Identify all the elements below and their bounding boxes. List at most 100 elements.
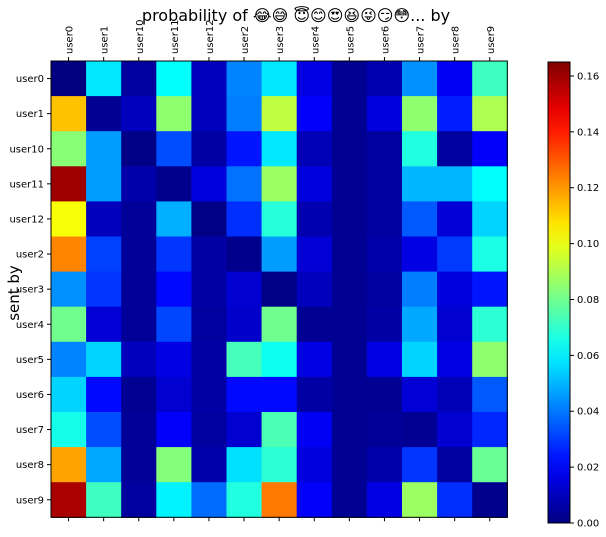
- heatmap-cell: [437, 131, 473, 167]
- heatmap-cell: [226, 341, 263, 378]
- y-axis-label: sent by: [5, 265, 23, 321]
- row-label: user3: [16, 285, 44, 296]
- heatmap-cell: [51, 236, 87, 273]
- heatmap-cell: [437, 412, 473, 448]
- heatmap-cell: [331, 271, 368, 308]
- heatmap-cell: [261, 61, 298, 97]
- heatmap-cell: [331, 201, 368, 238]
- column-label: user0: [65, 26, 76, 54]
- row-label: user1: [16, 109, 44, 120]
- heatmap-cell: [261, 201, 298, 238]
- heatmap-cell: [226, 271, 263, 308]
- heatmap-cell: [402, 131, 438, 167]
- heatmap-cell: [51, 61, 87, 97]
- column-label: user7: [416, 26, 427, 54]
- heatmap-cell: [331, 61, 368, 97]
- heatmap-cell: [472, 376, 508, 413]
- heatmap-cell: [156, 306, 192, 343]
- heatmap-cell: [121, 96, 157, 132]
- heatmap-cell: [437, 341, 473, 378]
- heatmap-cell: [156, 412, 192, 448]
- row-label: user8: [16, 460, 44, 471]
- heatmap-cell: [226, 447, 263, 483]
- heatmap-cell: [402, 447, 438, 483]
- heatmap-cell: [366, 412, 403, 448]
- heatmap-cell: [402, 482, 438, 518]
- heatmap-cell: [402, 412, 438, 448]
- heatmap-cell: [226, 201, 263, 238]
- column-label: user9: [486, 26, 497, 54]
- colorbar-tick-label: 0.08: [577, 295, 599, 306]
- heatmap-cell: [331, 236, 368, 273]
- heatmap-cell: [472, 482, 508, 518]
- heatmap-cell: [226, 482, 263, 518]
- heatmap-cell: [191, 61, 228, 97]
- heatmap-cell: [226, 306, 263, 343]
- heatmap-cell: [121, 61, 157, 97]
- colorbar-tick-label: 0.16: [577, 71, 599, 82]
- heatmap-cell: [331, 131, 368, 167]
- heatmap-cell: [121, 201, 157, 238]
- heatmap-cell: [472, 447, 508, 483]
- heatmap-cell: [226, 131, 263, 167]
- heatmap-cell: [331, 341, 368, 378]
- chart-title: probability of 😂😅 😇😊😍😆😜😏😳... by: [142, 6, 450, 25]
- heatmap-cell: [156, 166, 192, 202]
- heatmap-cell: [402, 341, 438, 378]
- heatmap-cell: [472, 306, 508, 343]
- heatmap-cell: [296, 131, 333, 167]
- heatmap-cell: [296, 447, 333, 483]
- colorbar-ticks: 0.00 0.02 0.04 0.06 0.08 0.10 0.12 0.14 0.16: [570, 71, 599, 530]
- heatmap-cell: [51, 271, 87, 308]
- heatmap-cell: [86, 447, 122, 483]
- heatmap-cell: [156, 482, 192, 518]
- heatmap-cell: [437, 376, 473, 413]
- heatmap-cell: [121, 236, 157, 273]
- heatmap-cell: [121, 131, 157, 167]
- heatmap-cell: [296, 96, 333, 132]
- heatmap-cell: [437, 447, 473, 483]
- heatmap-cell: [261, 447, 298, 483]
- colorbar-tick-label: 0.12: [577, 183, 599, 194]
- heatmap-cell: [191, 412, 228, 448]
- heatmap-cell: [331, 376, 368, 413]
- heatmap-cell: [402, 61, 438, 97]
- heatmap-cell: [156, 201, 192, 238]
- heatmap-cell: [121, 306, 157, 343]
- heatmap-cell: [472, 271, 508, 308]
- heatmap-cell: [226, 412, 263, 448]
- heatmap-cell: [191, 306, 228, 343]
- heatmap-cell: [437, 61, 473, 97]
- heatmap-cell: [296, 201, 333, 238]
- plot-frame: [50, 60, 508, 518]
- heatmap-cell: [86, 131, 122, 167]
- heatmap-cell: [296, 236, 333, 273]
- heatmap-cell: [51, 166, 87, 202]
- heatmap-cell: [261, 131, 298, 167]
- heatmap-cell: [51, 131, 87, 167]
- heatmap-cell: [366, 447, 403, 483]
- column-label: user11: [170, 19, 181, 54]
- heatmap-cell: [191, 166, 228, 202]
- heatmap-cell: [296, 412, 333, 448]
- heatmap-cell: [402, 306, 438, 343]
- heatmap-cell: [402, 236, 438, 273]
- heatmap-cell: [121, 166, 157, 202]
- heatmap-cell: [331, 306, 368, 343]
- heatmap-cell: [366, 96, 403, 132]
- heatmap-cell: [86, 482, 122, 518]
- row-labels: user0 user1 user10 user11 user12 user2 user3 us…: [9, 74, 51, 506]
- heatmap-cell: [472, 341, 508, 378]
- heatmap-cell: [51, 376, 87, 413]
- heatmap-cell: [296, 341, 333, 378]
- heatmap-cell: [261, 482, 298, 518]
- heatmap-cell: [437, 271, 473, 308]
- heatmap-cell: [437, 306, 473, 343]
- heatmap-cell: [121, 341, 157, 378]
- heatmap-cell: [86, 271, 122, 308]
- heatmap-cell: [156, 131, 192, 167]
- heatmap-cell: [296, 376, 333, 413]
- heatmap-cell: [261, 376, 298, 413]
- heatmap-cell: [156, 376, 192, 413]
